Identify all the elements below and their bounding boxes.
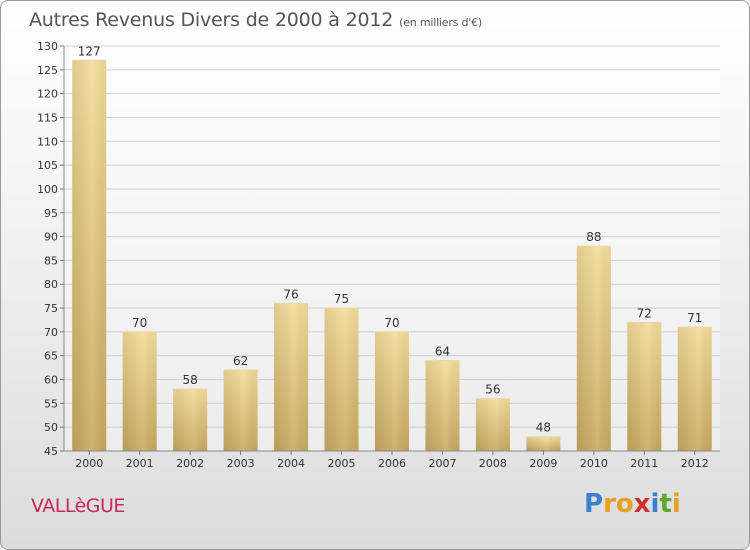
bars [72,59,712,451]
bar-shading [677,327,712,451]
logo-letter: o [615,489,634,519]
chart-title-text: Autres Revenus Divers de 2000 à 2012 [29,9,394,31]
bar-shading [72,60,107,451]
y-tick-label: 55 [44,397,58,410]
x-tick-label: 2010 [580,457,608,470]
bar-shading [475,398,510,451]
data-labels: 127 70 58 62 76 75 70 64 56 48 88 72 71 [78,44,703,434]
y-tick-label: 105 [37,159,58,172]
data-label: 70 [384,316,399,330]
x-tick-label: 2002 [176,457,204,470]
data-label: 127 [78,44,101,58]
logo-letter: i [671,489,681,519]
x-tick-label: 2011 [630,457,658,470]
y-tick-label: 60 [44,374,58,387]
y-tick-label: 50 [44,421,58,434]
logo-letter: P [584,489,604,519]
x-tick-label: 2005 [328,457,356,470]
proxiti-logo[interactable]: Proxiti [584,489,681,519]
y-tick-label: 65 [44,350,58,363]
x-tick-label: 2001 [126,457,154,470]
commune-name: VALLèGUE [31,495,125,517]
chart-title: Autres Revenus Divers de 2000 à 2012 (en … [29,9,482,31]
data-label: 88 [586,230,601,244]
bar-shading [576,246,611,451]
y-tick-label: 120 [37,88,58,101]
x-tick-label: 2006 [378,457,406,470]
data-label: 64 [435,344,450,358]
y-tick-label: 75 [44,302,58,315]
x-tick-label: 2007 [428,457,456,470]
y-tick-label: 90 [44,231,58,244]
y-tick-label: 95 [44,207,58,220]
y-axis: 45 50 55 60 65 70 75 80 85 90 95 100 105 110 115 120 125… [37,40,65,458]
bar-shading [627,322,662,451]
data-label: 70 [132,316,147,330]
y-tick-label: 115 [37,111,58,124]
data-label: 71 [687,311,702,325]
x-tick-label: 2008 [479,457,507,470]
x-tick-label: 2009 [529,457,557,470]
bar-shading [274,303,309,451]
data-label: 62 [233,354,248,368]
chart-subtitle: (en milliers d'€) [399,16,483,29]
bar-shading [122,331,157,451]
data-label: 58 [183,373,198,387]
data-label: 76 [283,287,298,301]
y-tick-label: 70 [44,326,58,339]
bar-shading [173,389,208,451]
y-tick-label: 130 [37,40,58,53]
data-label: 75 [334,292,349,306]
bar-shading [324,308,359,451]
logo-letter: r [603,489,616,519]
data-label: 72 [637,306,652,320]
logo-letter: t [659,489,672,519]
bar-shading [375,331,409,451]
y-tick-label: 85 [44,254,58,267]
y-tick-label: 110 [37,135,58,148]
y-tick-label: 125 [37,64,58,77]
logo-letter: i [650,489,660,519]
x-tick-label: 2003 [227,457,255,470]
bar-shading [223,370,258,451]
y-tick-label: 100 [37,183,58,196]
x-axis: 2000 2001 2002 2003 2004 2005 2006 2007 2008 2009… [64,450,720,470]
data-label: 56 [485,383,500,397]
x-tick-label: 2004 [277,457,305,470]
x-tick-label: 2000 [75,457,103,470]
logo-letter: x [633,489,651,519]
data-label: 48 [536,421,551,435]
x-tick-label: 2012 [681,457,709,470]
bar-shading [425,360,460,451]
bar-shading [526,436,561,451]
y-tick-label: 45 [44,445,58,458]
y-tick-label: 80 [44,278,58,291]
